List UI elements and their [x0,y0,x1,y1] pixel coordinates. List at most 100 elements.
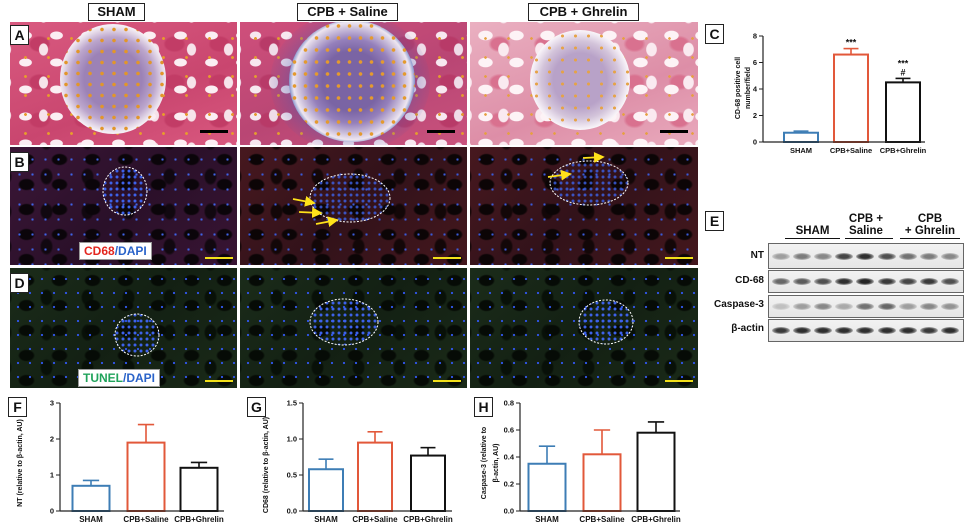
y-tick-label: 2 [50,435,54,444]
chart-cd68-positive-cells: CD-68 positive cell number/field 0 2 4 6 8 SHAM… [735,32,927,155]
x-tick-label: CPB+Ghrelin [403,515,453,524]
bar-cpb-ghrelin [885,81,921,143]
x-tick-label: CPB+Saline [352,515,398,524]
blot-group-underline [845,238,893,239]
column-header-sham: SHAM [88,3,145,21]
blot-band [793,327,812,334]
panel-label-c: C [705,24,724,44]
blot-strip-cd68 [768,270,964,293]
blot-band [835,278,854,285]
blot-band [835,252,854,260]
blot-band [814,303,833,310]
blot-band [898,278,917,285]
arrow-marker [547,169,572,181]
blot-band [940,327,959,334]
arrow-marker [315,216,339,227]
micrograph-a-cpb-ghrelin [470,22,698,145]
blot-strip-nt [768,243,964,269]
bar-sham [527,462,567,512]
bar-cpb-saline [582,453,622,512]
blot-group-underline [900,238,960,239]
blot-row-label-beta-actin: β-actin [731,323,764,334]
glomerulus-outline [309,173,391,223]
blot-band [793,278,812,285]
blot-band [793,252,812,260]
y-tick-label: 0.8 [504,399,514,408]
blot-band [835,327,854,334]
arrow-marker [292,196,316,207]
blot-row-label-caspase-3: Caspase-3 [713,299,764,310]
y-tick-label: 0 [753,138,757,147]
blot-band [877,278,896,285]
blot-group-cpb-ghrelin: CPB + Ghrelin [898,213,962,237]
y-axis-label: β-actin, AU) [493,443,500,482]
micrograph-b-cpb-saline [240,147,467,265]
blot-group-label: CPB [917,213,943,225]
y-tick-label: 0.0 [504,507,514,516]
blot-band [940,278,959,285]
x-tick-label: SHAM [790,146,812,155]
scale-bar [427,130,455,133]
x-tick-label: CPB+Ghrelin [631,515,681,524]
blot-group-sham: SHAM [785,225,840,237]
blot-band [814,327,833,334]
blot-band [919,327,938,334]
panel-label-g: G [247,397,266,417]
blot-band [877,327,896,334]
bar-sham [783,131,819,143]
blot-band [856,327,875,334]
scale-bar [660,130,688,133]
blot-group-underline [785,238,840,239]
glomerulus-outline [549,160,629,206]
blot-row-label-nt: NT [750,250,764,261]
bar-cpb-saline [833,53,869,143]
bar-sham [71,484,111,513]
blot-band [856,278,875,285]
chart-cd68: CD68 (relative to β-actin, AU) 0.0 0.5 1.0 1… [263,399,453,524]
blot-band [877,252,896,260]
y-tick-label: 6 [753,58,757,67]
scale-bar [205,380,233,382]
blot-band [856,252,875,260]
legend-tunel-dapi: TUNEL/DAPI [78,369,161,387]
blot-group-label: + Ghrelin [904,225,956,237]
blot-band [772,303,790,310]
blot-band [772,278,790,285]
glomerulus-outline [578,299,634,345]
bar-cpb-saline [126,441,166,512]
x-tick-label: CPB+Ghrelin [174,515,224,524]
blot-band [919,303,938,310]
y-tick-label: 0.0 [287,507,297,516]
panel-label-b: B [10,152,29,172]
blot-band [772,252,790,260]
y-tick-label: 0.2 [504,480,514,489]
glomerulus [530,30,630,130]
blot-band [772,327,790,334]
panel-label-a: A [10,25,29,45]
y-tick-label: 3 [50,399,54,408]
glomerulus-outline [102,166,148,216]
scale-bar [433,380,461,382]
panel-label-f: F [8,397,27,417]
blot-band [814,252,833,260]
blot-band [793,303,812,310]
blot-band [898,252,917,260]
blot-band [898,327,917,334]
arrow-marker [582,152,605,163]
blot-band [919,278,938,285]
blot-band [835,303,854,310]
panel-label-e: E [705,211,724,231]
y-axis-label: Caspase-3 (relative to [481,427,488,499]
micrograph-a-sham [10,22,237,145]
scale-bar [665,257,693,259]
y-axis-label: CD68 (relative to β-actin, AU) [263,417,270,513]
x-tick-label: CPB+Saline [579,515,625,524]
column-header-cpb-saline: CPB + Saline [297,3,398,21]
scale-bar [205,257,233,259]
bar-cpb-saline [357,441,393,512]
scale-bar [433,257,461,259]
y-tick-label: 2 [753,111,757,120]
y-axis-label: NT (relative to β-actin, AU) [17,419,24,507]
bar-cpb-ghrelin [179,466,219,513]
